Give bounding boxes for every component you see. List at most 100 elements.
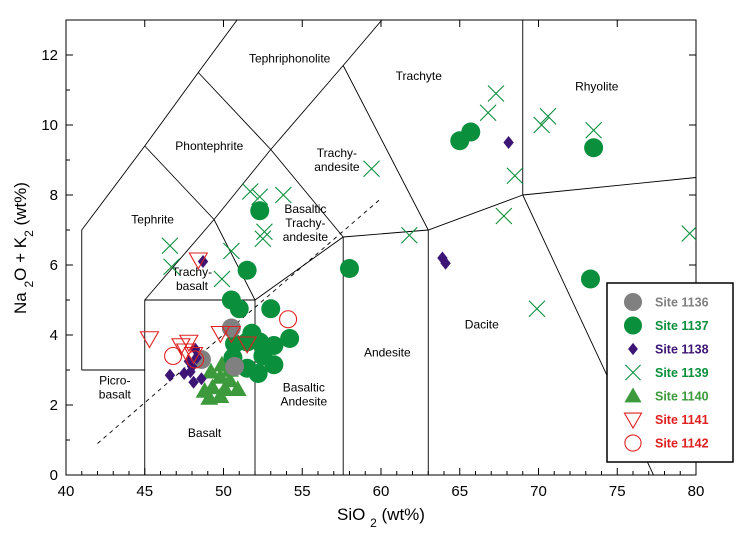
- data-point-site-1137: [580, 269, 600, 289]
- data-point-site-1142: [279, 310, 298, 329]
- x-tick-label: 60: [373, 483, 390, 500]
- data-point-site-1138: [186, 360, 198, 373]
- data-point-site-1141: [139, 331, 160, 349]
- legend-label: Site 1137: [655, 319, 709, 333]
- x-tick-label: 70: [530, 483, 547, 500]
- data-point-site-1138: [196, 372, 207, 386]
- y-tick-label: 2: [50, 397, 58, 414]
- data-point-site-1137: [264, 355, 284, 375]
- x-tick-label: 45: [136, 483, 153, 500]
- data-point-site-1138: [503, 136, 514, 149]
- legend-marker: [624, 387, 642, 403]
- legend-marker: [628, 342, 638, 356]
- subscript: 2: [370, 516, 377, 530]
- y-tick-label: 12: [41, 47, 58, 64]
- axes: 40 45 50 55 60 65 70 75 80 0 2 4 6 8 10 12: [41, 20, 704, 500]
- data-point-site-1137: [261, 299, 281, 319]
- field-label-line: basalt: [176, 279, 209, 293]
- field-boundary-line: [144, 20, 383, 475]
- y-axis-title: Na 2O + K2 (wt%): [11, 182, 36, 314]
- subscript: 2: [22, 281, 36, 288]
- field-label-line: basalt: [99, 388, 132, 402]
- field-label: Andesite: [364, 346, 411, 360]
- legend: Site 1136 Site 1137 Site 1138 Site 1139 Site…: [606, 282, 734, 463]
- data-point-site-1141: [171, 338, 191, 356]
- field-label-line: Tephriphonolite: [249, 52, 331, 66]
- data-point-site-1137: [242, 323, 262, 343]
- data-point-site-1138: [188, 375, 199, 389]
- data-point-site-1141: [188, 252, 209, 270]
- data-point-site-1139: [163, 258, 180, 276]
- x-tick-label: 40: [58, 483, 75, 500]
- data-point-site-1139: [479, 104, 497, 122]
- axis-title-rest: (wt%): [11, 182, 30, 230]
- y-tick-label: 10: [41, 117, 58, 134]
- legend-box: [606, 282, 734, 463]
- subscript: 2: [22, 230, 36, 237]
- data-point-site-1142: [164, 346, 183, 366]
- field-label-line: Trachyte: [396, 69, 443, 83]
- data-point-site-1139: [274, 186, 292, 204]
- x-tick-label: 80: [688, 483, 705, 500]
- field-label: Basaltic Andesite: [280, 381, 327, 409]
- y-axis-title-main: Na: [11, 292, 30, 314]
- field-label-line: andesite: [283, 230, 329, 244]
- data-point-site-1139: [533, 116, 551, 134]
- data-point-site-1137: [584, 138, 604, 158]
- field-label-line: Andesite: [364, 346, 411, 360]
- data-point-site-1139: [400, 226, 418, 244]
- data-point-site-1137: [237, 260, 257, 280]
- data-point-site-1141: [183, 346, 204, 365]
- field-boundary-line: [522, 177, 696, 196]
- data-point-site-1137: [248, 364, 268, 383]
- x-tick-label: 65: [451, 483, 468, 500]
- legend-items: Site 1136 Site 1137 Site 1138 Site 1139 Site…: [623, 292, 709, 452]
- data-point-site-1139: [256, 223, 273, 241]
- y-tick-label: 0: [50, 467, 58, 484]
- field-label: Tephrite: [131, 213, 174, 227]
- data-point-site-1139: [251, 188, 269, 206]
- y-tick-label: 8: [50, 187, 58, 204]
- alkaline-divide-line: [97, 198, 382, 444]
- legend-label: Site 1138: [655, 343, 709, 357]
- x-tick-label: 50: [215, 483, 232, 500]
- field-label: Phontephrite: [175, 139, 243, 153]
- data-point-site-1138: [440, 256, 451, 270]
- data-point-site-1138: [164, 368, 176, 382]
- data-point-site-1136: [225, 357, 245, 376]
- field-label-line: Trachy-: [317, 146, 357, 160]
- data-point-site-1139: [161, 237, 179, 255]
- data-point-site-1140: [228, 380, 247, 396]
- data-point-site-1139: [254, 230, 272, 248]
- field-label-line: Tephrite: [131, 213, 174, 227]
- data-point-site-1141: [178, 334, 199, 353]
- field-label-line: Phontephrite: [175, 139, 243, 153]
- data-point-site-1136: [221, 318, 241, 338]
- legend-marker: [623, 412, 643, 430]
- data-point-site-1139: [363, 160, 380, 178]
- field-label-line: andesite: [314, 160, 360, 174]
- data-point-site-1141: [221, 325, 242, 344]
- data-point-site-1141: [210, 325, 231, 344]
- field-label-line: Trachy-: [285, 216, 325, 230]
- data-point-site-1139: [487, 85, 505, 102]
- field-boundary-line: [144, 145, 215, 220]
- field-label: Tephriphonolite: [249, 52, 331, 66]
- y-tick-label: 4: [50, 327, 58, 344]
- x-axis-title-main: SiO: [337, 505, 365, 524]
- legend-label: Site 1142: [655, 437, 709, 451]
- field-label-line: Picro-: [99, 374, 130, 388]
- legend-label: Site 1139: [655, 366, 709, 380]
- data-point-site-1139: [539, 107, 557, 125]
- data-point-site-1140: [201, 362, 220, 379]
- data-point-site-1140: [211, 368, 230, 384]
- data-point-site-1140: [216, 380, 235, 396]
- data-point-site-1141: [237, 336, 258, 354]
- data-points: [139, 85, 696, 405]
- field-label: Rhyolite: [575, 80, 619, 94]
- field-label-line: Rhyolite: [575, 80, 619, 94]
- data-point-site-1138: [178, 367, 190, 380]
- data-point-site-1139: [528, 300, 546, 318]
- field-label: Trachy-basalt: [172, 265, 212, 293]
- field-labels: Tephriphonolite Trachyte Rhyolite Phontephr…: [99, 52, 619, 441]
